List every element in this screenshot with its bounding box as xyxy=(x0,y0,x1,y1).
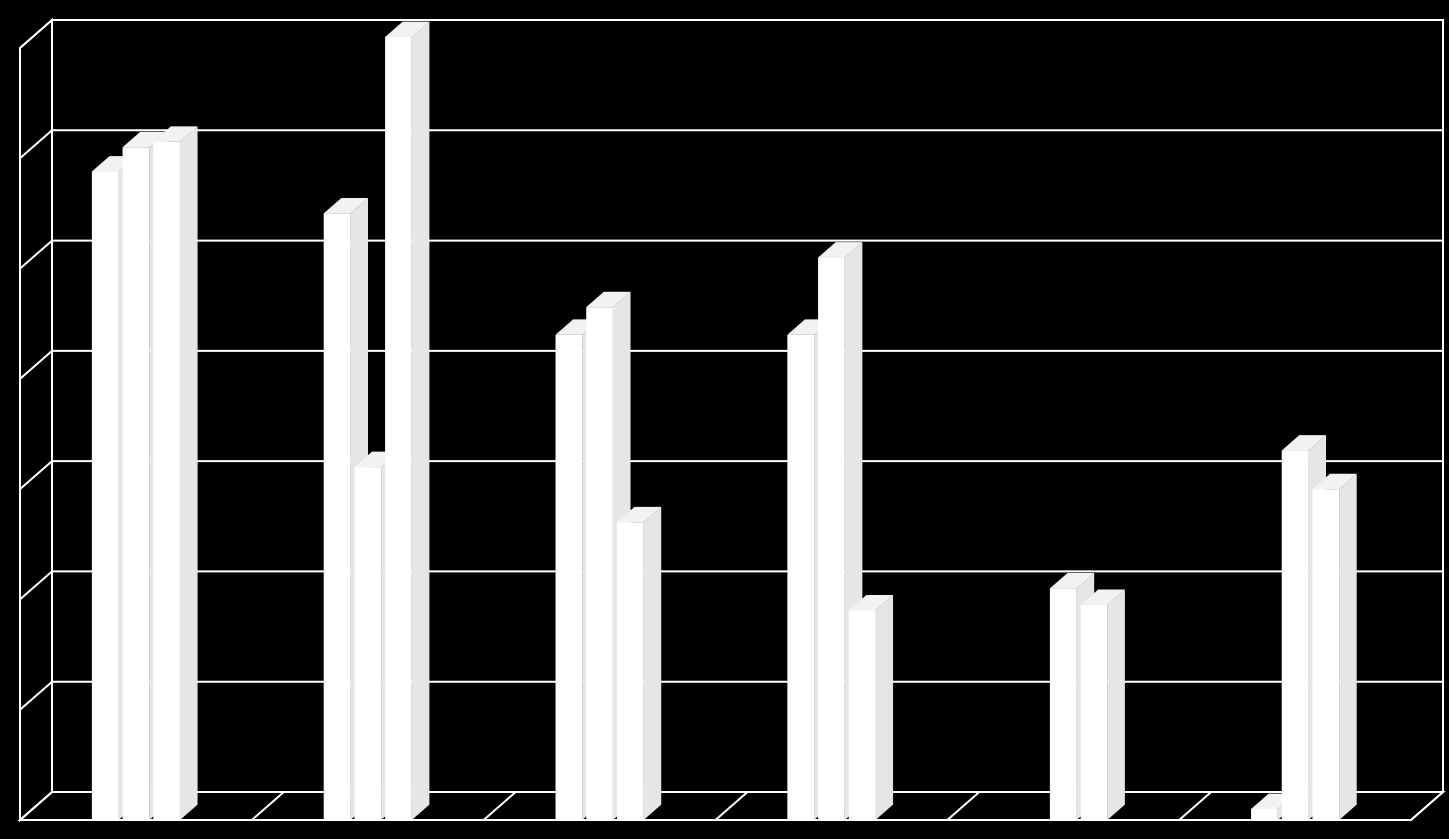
bar-front xyxy=(1050,588,1077,820)
bar-front xyxy=(617,522,644,820)
chart-3d-bar xyxy=(0,0,1449,839)
bar-side xyxy=(644,507,662,820)
bar-side xyxy=(1107,590,1125,820)
bar-front xyxy=(324,213,351,820)
bar-front xyxy=(849,610,876,820)
bar-front xyxy=(556,335,583,820)
chart-svg xyxy=(0,0,1449,839)
bar-front xyxy=(1081,605,1108,820)
bar-front xyxy=(818,258,845,820)
bar-front xyxy=(123,147,150,820)
bar-side xyxy=(412,22,430,820)
chart-side-wall xyxy=(20,20,52,820)
chart-back-wall xyxy=(52,20,1443,792)
bar-front xyxy=(586,307,613,820)
bar-front xyxy=(153,142,180,820)
bar-front xyxy=(1282,451,1309,820)
bar-front xyxy=(92,172,119,820)
bar-side xyxy=(875,595,893,820)
bar-front xyxy=(354,467,381,820)
bar-side xyxy=(1339,474,1357,820)
bar-front xyxy=(1251,809,1278,820)
bar-front xyxy=(385,37,412,820)
bar-side xyxy=(180,126,198,820)
bar-front xyxy=(1312,489,1339,820)
bar-front xyxy=(787,335,814,820)
